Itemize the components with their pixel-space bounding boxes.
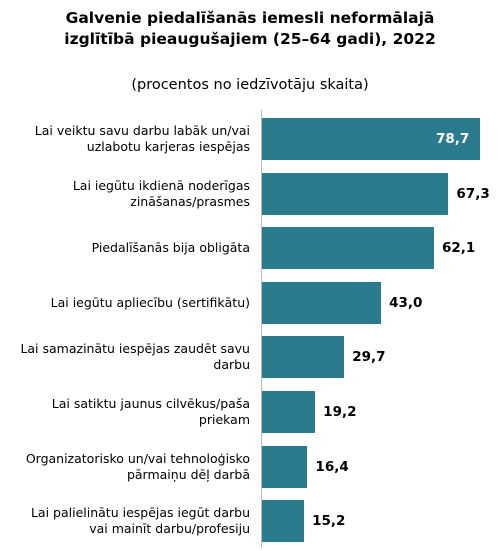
- axis-line: [261, 110, 262, 548]
- value-label: 19,2: [323, 404, 357, 420]
- bar: [262, 391, 316, 433]
- bar: [262, 172, 449, 215]
- chart-subtitle: (procentos no iedzīvotāju skaita): [131, 77, 369, 93]
- bar: [262, 118, 480, 160]
- value-label: 62,1: [442, 240, 476, 257]
- bar: [262, 281, 382, 324]
- value-label: 16,4: [315, 458, 349, 475]
- category-label: Lai iegūtu apliecību (sertifikātu): [50, 294, 250, 310]
- value-label: 78,7: [436, 131, 470, 147]
- bar: [262, 500, 305, 543]
- category-label: Lai iegūtu ikdienā noderīgas zināšanas/p…: [72, 177, 250, 209]
- bar: [262, 227, 435, 270]
- value-label: 67,3: [456, 185, 490, 202]
- value-label: 15,2: [312, 513, 346, 530]
- category-label: Lai veiktu savu darbu labāk un/vai uzlab…: [34, 123, 250, 154]
- bar: [262, 336, 345, 379]
- category-label: Organizatorisko un/vai tehnoloģisko pārm…: [25, 450, 250, 482]
- category-label: Lai palielinātu iespējas iegūt darbu vai…: [30, 505, 250, 537]
- category-label: Lai satiktu jaunus cilvēkus/paša priekam: [51, 396, 250, 427]
- value-label: 29,7: [352, 349, 386, 366]
- bar: [262, 445, 308, 488]
- chart-title: Galvenie piedalīšanās iemesli neformālaj…: [64, 9, 436, 48]
- category-label: Piedalīšanās bija obligāta: [91, 240, 250, 256]
- value-label: 43,0: [389, 294, 423, 311]
- category-label: Lai samazinātu iespējas zaudēt savu darb…: [20, 341, 250, 373]
